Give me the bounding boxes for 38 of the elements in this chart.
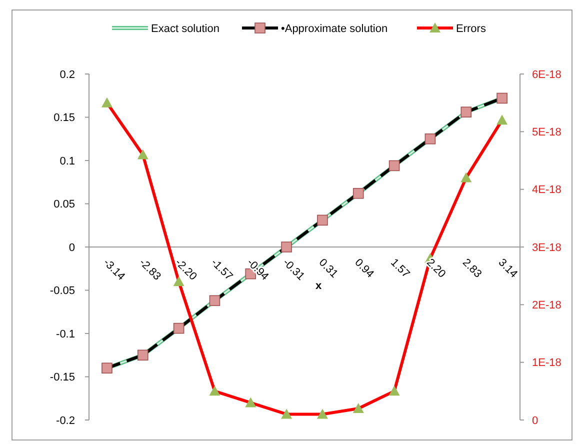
x-tick-label: -2.20 [172,256,199,283]
y-tick-label: -0.05 [50,285,75,298]
point [460,106,472,118]
y2-tick-label: 5E-18 [532,126,562,139]
point [424,133,436,144]
x-tick-label: 0.94 [352,256,376,280]
x-tick-label: -2.83 [136,256,163,283]
point [209,295,220,306]
y-tick-label: 0 [68,242,75,254]
point [496,92,508,104]
point [352,188,364,199]
x-axis-title: x [315,280,322,292]
y2-tick-label: 0 [532,414,538,427]
legend-label: •Approximate solution [281,22,388,35]
y-tick-label: 0.15 [54,112,75,124]
y-tick-label: -0.15 [50,372,75,384]
x-tick-label: 2.83 [460,256,484,280]
y2-tick-label: 4E-18 [532,184,562,196]
point [137,350,148,361]
x-tick-label: 2.20 [424,256,448,280]
y-tick-label: 0.2 [60,68,75,81]
y2-tick-label: 3E-18 [532,242,562,254]
point [388,160,400,172]
point [317,214,328,226]
legend-label: Errors [456,22,486,35]
x-tick-label: -1.57 [208,256,235,283]
y2-tick-label: 6E-18 [532,68,562,81]
point [102,362,112,374]
y-tick-label: -0.2 [56,414,75,427]
y-tick-label: 0.1 [60,155,75,168]
point [173,322,184,334]
y2-tick-label: 2E-18 [532,300,562,312]
y2-tick-label: 1E-18 [532,357,562,370]
point [281,242,292,252]
y-tick-label: 0.05 [54,198,75,211]
y-tick-label: -0.1 [56,328,75,340]
legend-label: Exact solution [151,22,220,35]
x-tick-label: 1.57 [388,256,412,280]
